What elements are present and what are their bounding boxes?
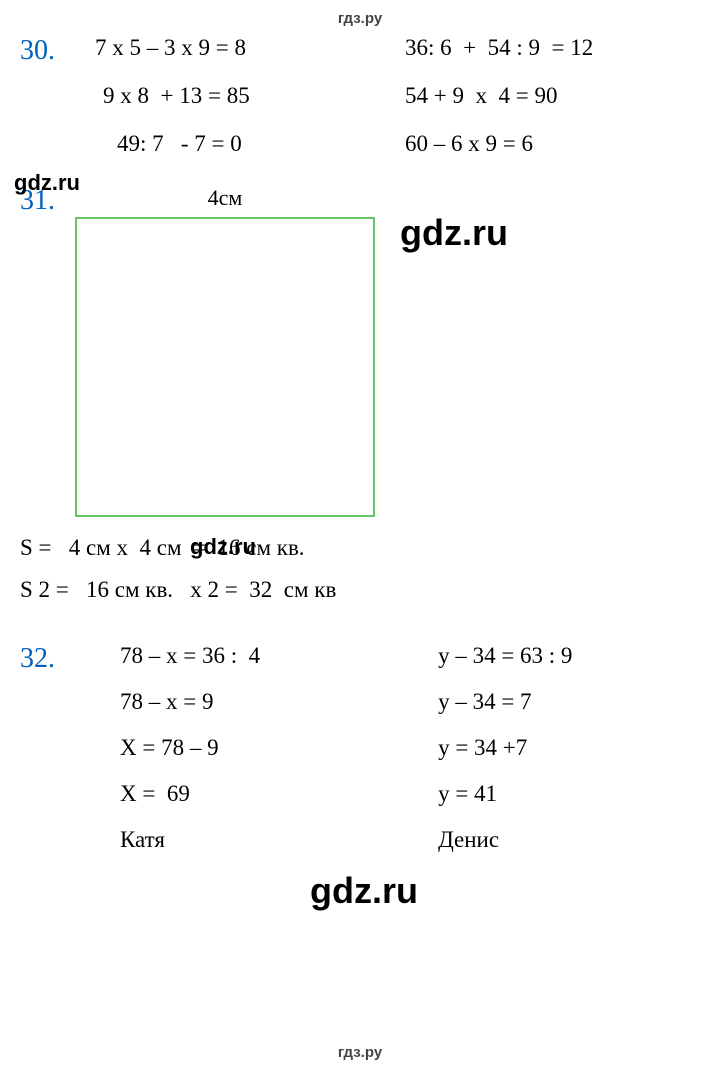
page: гдз.ру 30. 7 x 5 – 3 x 9 = 8 9 x 8 + 13 … bbox=[0, 0, 720, 1067]
equation: y = 34 +7 bbox=[438, 735, 700, 761]
equation: y – 34 = 7 bbox=[438, 689, 700, 715]
area-equation-1: S = 4 см x 4 см = 16 см кв. bbox=[20, 535, 700, 561]
square-shape bbox=[75, 217, 375, 517]
equations-col-right-30: 36: 6 + 54 : 9 = 12 54 + 9 x 4 = 90 60 –… bbox=[405, 35, 685, 157]
equation: 78 – x = 36 : 4 bbox=[120, 643, 438, 669]
equation: 9 x 8 + 13 = 85 bbox=[95, 83, 405, 109]
equation: 7 x 5 – 3 x 9 = 8 bbox=[95, 35, 405, 61]
equations-col-left-30: 7 x 5 – 3 x 9 = 8 9 x 8 + 13 = 85 49: 7 … bbox=[95, 35, 405, 157]
problem-31: 31. 4см S = 4 см x 4 см = 16 см кв. S 2 … bbox=[20, 185, 700, 603]
area-calculation: S = 4 см x 4 см = 16 см кв. S 2 = 16 см … bbox=[20, 535, 700, 603]
square-diagram: 4см bbox=[60, 185, 700, 517]
equations-grid-30: 7 x 5 – 3 x 9 = 8 9 x 8 + 13 = 85 49: 7 … bbox=[20, 35, 700, 157]
square-side-label: 4см bbox=[75, 185, 375, 211]
watermark: gdz.ru bbox=[310, 870, 418, 912]
problem-number-32: 32. bbox=[20, 643, 55, 675]
page-footer: гдз.ру bbox=[0, 1044, 720, 1061]
equation: 60 – 6 x 9 = 6 bbox=[405, 131, 685, 157]
equation: 49: 7 - 7 = 0 bbox=[95, 131, 405, 157]
page-header: гдз.ру bbox=[20, 10, 700, 27]
name-label: Денис bbox=[438, 827, 700, 853]
problem-number-30: 30. bbox=[20, 35, 55, 67]
problem-30: 30. 7 x 5 – 3 x 9 = 8 9 x 8 + 13 = 85 49… bbox=[20, 35, 700, 157]
equation: 54 + 9 x 4 = 90 bbox=[405, 83, 685, 109]
equations-grid-32: 78 – x = 36 : 4 78 – x = 9 X = 78 – 9 X … bbox=[20, 643, 700, 853]
equation: y – 34 = 63 : 9 bbox=[438, 643, 700, 669]
problem-32: 32. 78 – x = 36 : 4 78 – x = 9 X = 78 – … bbox=[20, 643, 700, 853]
equations-col-right-32: y – 34 = 63 : 9 y – 34 = 7 y = 34 +7 y =… bbox=[438, 643, 700, 853]
equation: y = 41 bbox=[438, 781, 700, 807]
problem-number-31: 31. bbox=[20, 185, 55, 217]
equation: 36: 6 + 54 : 9 = 12 bbox=[405, 35, 685, 61]
equation: 78 – x = 9 bbox=[120, 689, 438, 715]
equations-col-left-32: 78 – x = 36 : 4 78 – x = 9 X = 78 – 9 X … bbox=[120, 643, 438, 853]
name-label: Катя bbox=[120, 827, 438, 853]
equation: X = 69 bbox=[120, 781, 438, 807]
equation: X = 78 – 9 bbox=[120, 735, 438, 761]
area-equation-2: S 2 = 16 см кв. x 2 = 32 см кв bbox=[20, 577, 700, 603]
